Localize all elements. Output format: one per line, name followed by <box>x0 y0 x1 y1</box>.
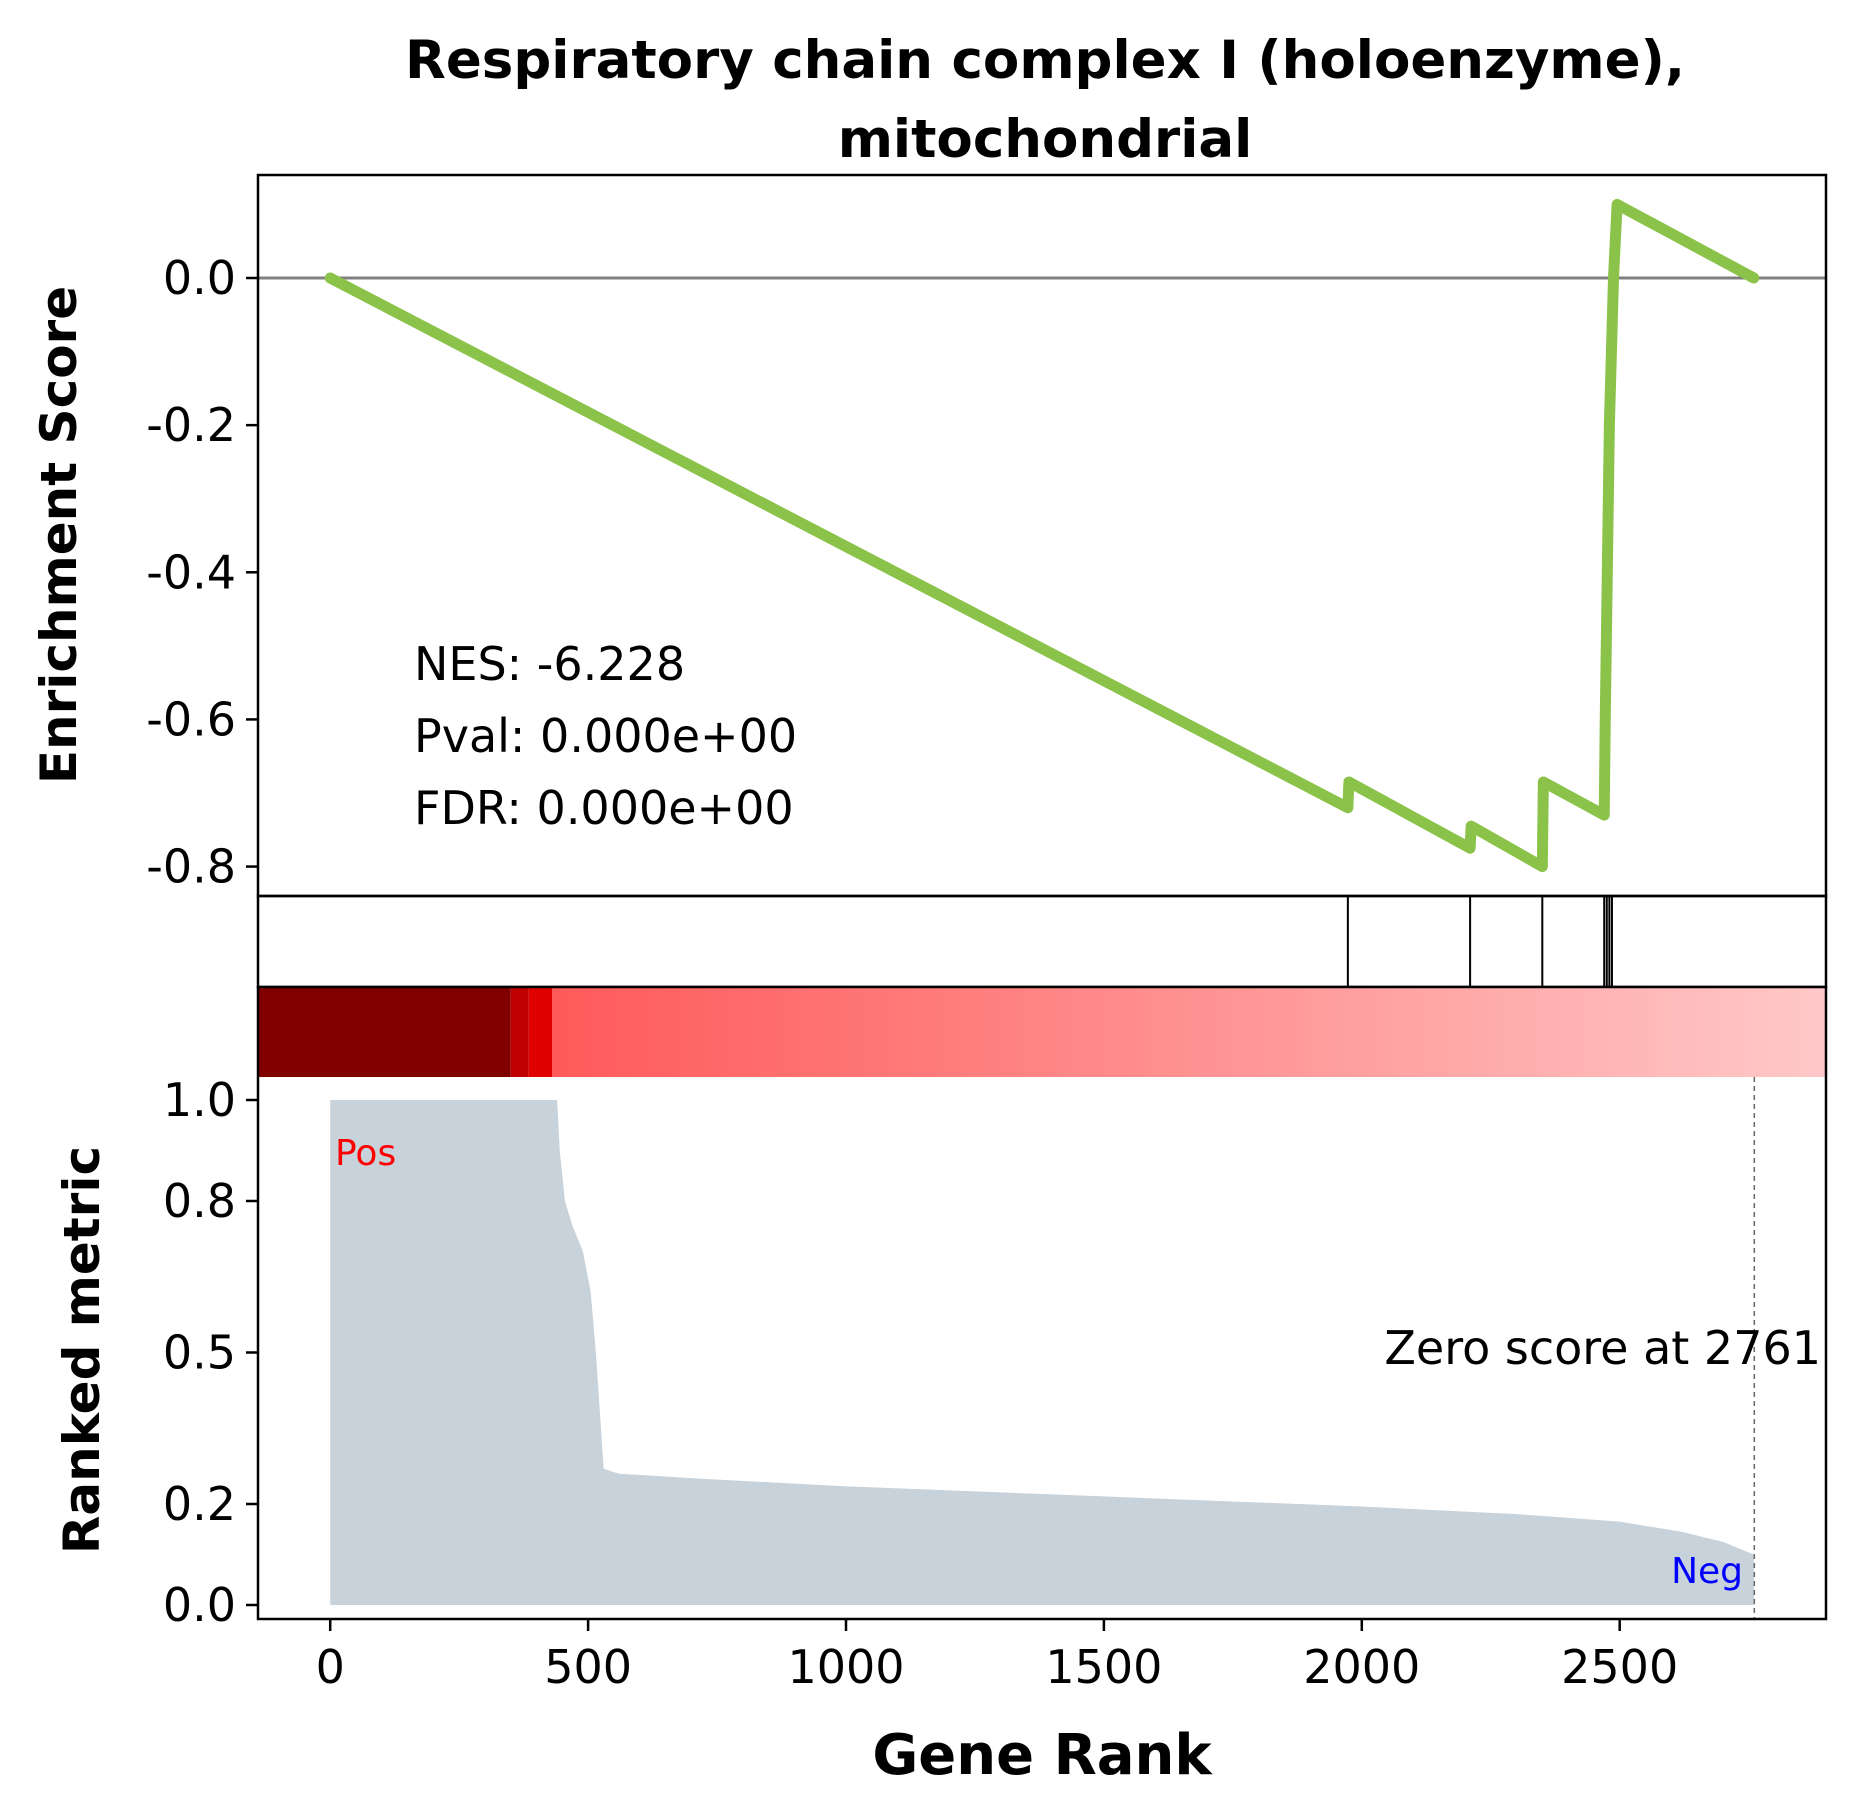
rm-y-tick-label: 0.2 <box>163 1477 236 1531</box>
ranked-metric-axis-label: Ranked metric <box>53 1146 111 1554</box>
enrichment-score-panel: 0.0 -0.2 -0.4 -0.6 -0.8 NES: -6.228 Pval: 0.… <box>30 173 1828 898</box>
gene-hits-panel <box>256 894 1828 989</box>
ranked-metric-panel: 0.0 0.2 0.5 0.8 1.0 Pos Neg Zero score at 27… <box>53 985 1828 1632</box>
stat-fdr: FDR: 0.000e+00 <box>414 781 794 835</box>
es-y-tick-label: -0.6 <box>146 692 236 746</box>
rm-y-tick-label: 0.5 <box>163 1326 236 1380</box>
x-tick-label: 2500 <box>1561 1640 1678 1694</box>
x-axis-label: Gene Rank <box>872 1723 1213 1788</box>
zero-score-annotation: Zero score at 2761 <box>1384 1321 1821 1375</box>
heatmap-strip-segment <box>258 987 511 1077</box>
x-tick-label: 500 <box>544 1640 632 1694</box>
x-tick-label: 2000 <box>1303 1640 1420 1694</box>
enrichment-score-axis-label: Enrichment Score <box>30 286 88 784</box>
x-tick-label: 0 <box>316 1640 345 1694</box>
stat-pval: Pval: 0.000e+00 <box>414 709 797 763</box>
x-tick-label: 1500 <box>1045 1640 1162 1694</box>
stat-nes: NES: -6.228 <box>414 637 685 691</box>
rm-y-tick-label: 1.0 <box>163 1073 236 1127</box>
heatmap-strip-segment <box>510 987 529 1077</box>
es-y-tick-label: -0.4 <box>146 545 236 599</box>
es-y-tick-label: -0.8 <box>146 840 236 894</box>
es-y-tick-label: -0.2 <box>146 398 236 452</box>
es-y-tick-label: 0.0 <box>163 251 236 305</box>
rm-y-tick-label: 0.0 <box>163 1578 236 1632</box>
running-enrichment-score-line <box>324 198 1760 873</box>
rm-y-tick-label: 0.8 <box>163 1174 236 1228</box>
ranked-metric-area <box>330 1100 1755 1605</box>
ranked-metric-frame <box>256 985 1828 1621</box>
x-tick-label: 1000 <box>787 1640 904 1694</box>
heatmap-strip-segment <box>528 987 552 1077</box>
heatmap-strip-segment <box>552 987 1826 1077</box>
pos-label: Pos <box>335 1133 396 1174</box>
chart-title-line1: Respiratory chain complex I (holoenzyme)… <box>405 30 1685 91</box>
chart-title-line2: mitochondrial <box>838 109 1253 170</box>
gene-hits-frame <box>256 894 1828 989</box>
neg-label: Neg <box>1671 1551 1743 1592</box>
ranked-heatmap-strip <box>258 987 1826 1077</box>
